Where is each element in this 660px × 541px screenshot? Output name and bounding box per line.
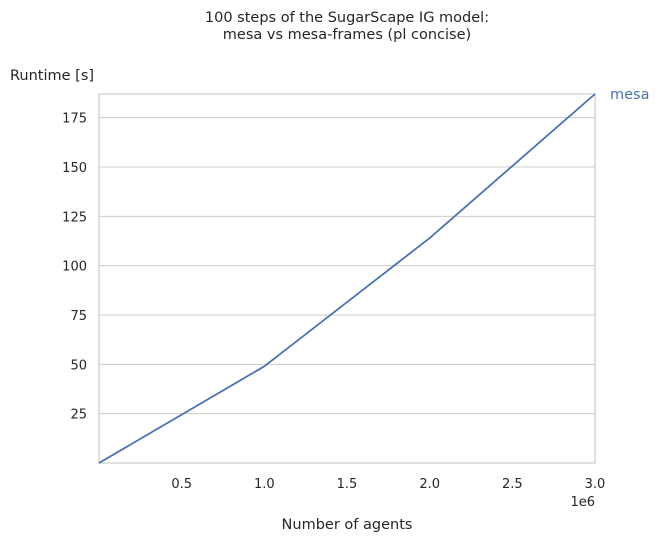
x-axis-label: Number of agents bbox=[282, 517, 413, 533]
y-axis-label: Runtime [s] bbox=[10, 68, 94, 84]
y-tick-label-0: 25 bbox=[70, 408, 87, 423]
series-line-mesa bbox=[98, 93, 596, 464]
chart-title-line-1: 100 steps of the SugarScape IG model: bbox=[205, 10, 489, 26]
x-tick-label-2: 1.5 bbox=[337, 477, 358, 492]
y-tick-label-1: 50 bbox=[70, 358, 87, 373]
plot-frame bbox=[98, 93, 596, 464]
y-tick-label-3: 100 bbox=[62, 260, 87, 275]
chart-title-line-2: mesa vs mesa-frames (pl concise) bbox=[223, 27, 471, 43]
plot-area: 25 50 75 100 125 150 175 0.5 1.0 1.5 2.0 2.5 3.0 mesa bbox=[62, 87, 649, 492]
series-label-mesa: mesa bbox=[610, 87, 650, 103]
y-tick-label-5: 150 bbox=[62, 161, 87, 176]
y-tick-label-4: 125 bbox=[62, 210, 87, 225]
x-tick-label-5: 3.0 bbox=[585, 477, 606, 492]
y-tick-label-6: 175 bbox=[62, 112, 87, 127]
x-tick-label-3: 2.0 bbox=[419, 477, 440, 492]
y-tick-label-2: 75 bbox=[70, 309, 87, 324]
x-tick-label-1: 1.0 bbox=[254, 477, 275, 492]
x-tick-label-4: 2.5 bbox=[502, 477, 523, 492]
x-offset-label: 1e6 bbox=[570, 495, 595, 510]
x-tick-label-0: 0.5 bbox=[171, 477, 192, 492]
